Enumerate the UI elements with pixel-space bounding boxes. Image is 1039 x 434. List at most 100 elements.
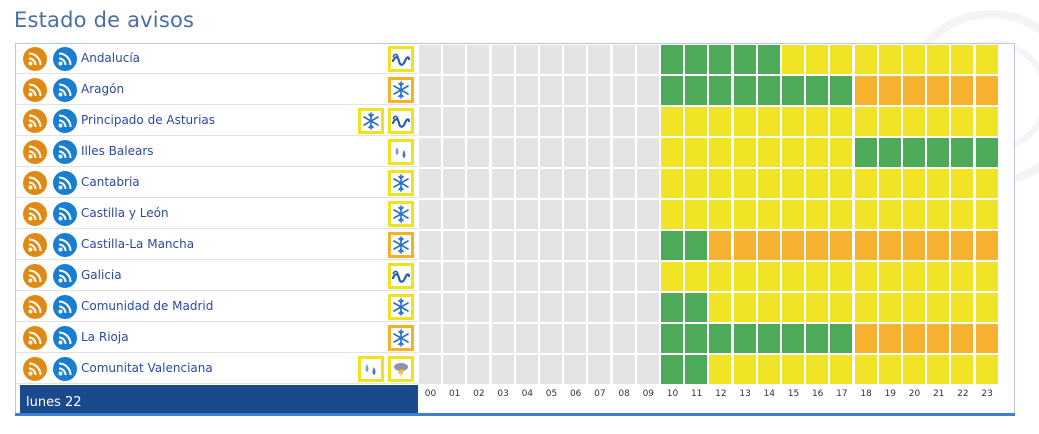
hour-cell-orange <box>951 76 975 106</box>
cap-feed-icon[interactable] <box>53 326 77 350</box>
hour-cell-empty <box>515 138 539 168</box>
hour-cell-green <box>733 45 757 75</box>
region-link[interactable]: Illes Balears <box>81 144 154 158</box>
rss-feed-icon[interactable] <box>23 264 47 288</box>
cap-feed-icon[interactable] <box>53 78 77 102</box>
snow-warning-icon[interactable] <box>388 325 414 351</box>
hour-cell-yellow <box>709 169 733 199</box>
hour-cell-green <box>951 138 975 168</box>
hour-cell-empty <box>467 45 491 75</box>
hour-cell-empty <box>564 45 588 75</box>
cap-feed-icon[interactable] <box>53 202 77 226</box>
hour-label: 18 <box>860 389 872 399</box>
region-row: Comunidad de Madrid <box>16 292 418 322</box>
hour-cell-yellow <box>782 200 805 230</box>
hour-cell-empty <box>467 355 491 385</box>
hour-cell-orange <box>878 324 902 354</box>
hour-cell-empty <box>540 169 563 199</box>
region-link[interactable]: Principado de Asturias <box>81 113 216 127</box>
snow-warning-icon[interactable] <box>388 294 414 320</box>
region-link[interactable]: Cantabria <box>81 175 140 189</box>
rss-feed-icon[interactable] <box>23 47 47 71</box>
hour-cell-green <box>733 76 757 106</box>
hour-cell-green <box>685 76 709 106</box>
hour-cell-yellow <box>782 138 805 168</box>
hour-cell-empty <box>612 231 636 261</box>
cap-feed-icon[interactable] <box>53 295 77 319</box>
rss-feed-icon[interactable] <box>23 202 47 226</box>
region-link[interactable]: Galicia <box>81 268 122 282</box>
hour-cell-yellow <box>854 107 878 137</box>
hour-cell-empty <box>419 231 442 261</box>
hour-cell-empty <box>636 200 660 230</box>
hour-cell-orange <box>951 231 975 261</box>
hour-cell-yellow <box>830 293 854 323</box>
snow-warning-icon[interactable] <box>358 108 384 134</box>
coast-warning-icon[interactable] <box>388 46 414 72</box>
hour-cell-green <box>757 76 781 106</box>
rss-feed-icon[interactable] <box>23 357 47 381</box>
rss-feed-icon[interactable] <box>23 171 47 195</box>
region-link[interactable]: Castilla-La Mancha <box>81 237 195 251</box>
hour-cell-empty <box>612 169 636 199</box>
hour-cell-orange <box>757 231 781 261</box>
rss-feed-icon[interactable] <box>23 140 47 164</box>
hour-cell-yellow <box>975 355 999 385</box>
hour-cell-empty <box>515 107 539 137</box>
hour-label: 10 <box>666 389 679 399</box>
hour-label: 00 <box>424 389 437 399</box>
hour-cell-empty <box>467 107 491 137</box>
hour-cell-empty <box>419 200 442 230</box>
hour-label: 17 <box>836 389 848 399</box>
hour-cell-empty <box>564 262 588 292</box>
cap-feed-icon[interactable] <box>53 171 77 195</box>
snow-warning-icon[interactable] <box>388 170 414 196</box>
snow-warning-icon[interactable] <box>388 201 414 227</box>
hour-cell-empty <box>636 169 660 199</box>
hour-cell-empty <box>491 45 515 75</box>
hour-cell-empty <box>564 76 588 106</box>
region-link[interactable]: Comunidad de Madrid <box>81 299 214 313</box>
hour-cell-yellow <box>757 293 781 323</box>
hour-cell-empty <box>467 293 491 323</box>
snow-warning-icon[interactable] <box>388 232 414 258</box>
hour-label: 23 <box>981 389 993 399</box>
hour-cell-yellow <box>782 107 805 137</box>
hour-cell-yellow <box>878 293 902 323</box>
hour-cell-yellow <box>806 45 830 75</box>
hour-cell-yellow <box>854 200 878 230</box>
coast-warning-icon[interactable] <box>388 108 414 134</box>
region-link[interactable]: Andalucía <box>81 51 141 65</box>
region-link[interactable]: Castilla y León <box>81 206 169 220</box>
hour-cell-yellow <box>709 355 733 385</box>
hour-cell-empty <box>515 231 539 261</box>
cap-feed-icon[interactable] <box>53 109 77 133</box>
cap-feed-icon[interactable] <box>53 140 77 164</box>
hour-label: 22 <box>957 389 969 399</box>
rss-feed-icon[interactable] <box>23 295 47 319</box>
cap-feed-icon[interactable] <box>53 47 77 71</box>
hour-cell-empty <box>515 45 539 75</box>
hour-cell-yellow <box>733 355 757 385</box>
rss-feed-icon[interactable] <box>23 233 47 257</box>
cap-feed-icon[interactable] <box>53 264 77 288</box>
rss-feed-icon[interactable] <box>23 109 47 133</box>
rain-warning-icon[interactable] <box>358 356 384 382</box>
hour-cell-empty <box>636 355 660 385</box>
storm-warning-icon[interactable] <box>388 356 414 382</box>
snow-warning-icon[interactable] <box>388 77 414 103</box>
region-row: Cantabria <box>16 168 418 198</box>
cap-feed-icon[interactable] <box>53 357 77 381</box>
hour-label: 11 <box>690 389 703 399</box>
coast-warning-icon[interactable] <box>388 263 414 289</box>
region-link[interactable]: Aragón <box>81 82 125 96</box>
rain-warning-icon[interactable] <box>388 139 414 165</box>
hour-cell-empty <box>564 231 588 261</box>
region-link[interactable]: La Rioja <box>81 330 129 344</box>
region-link[interactable]: Comunitat Valenciana <box>81 361 213 375</box>
rss-feed-icon[interactable] <box>23 78 47 102</box>
hour-cell-green <box>709 324 733 354</box>
hour-cell-yellow <box>782 169 805 199</box>
cap-feed-icon[interactable] <box>53 233 77 257</box>
rss-feed-icon[interactable] <box>23 326 47 350</box>
